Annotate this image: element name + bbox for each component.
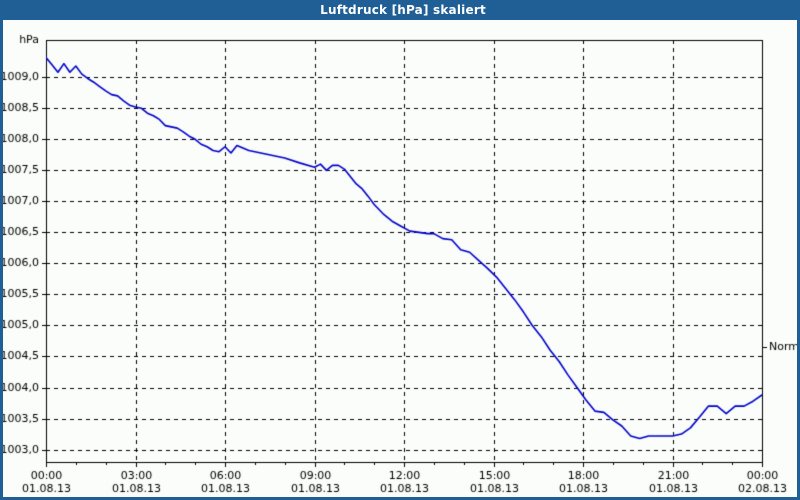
pressure-line-chart — [3, 20, 797, 497]
page-title: Luftdruck [hPa] skaliert — [320, 3, 486, 17]
window-title-bar: Luftdruck [hPa] skaliert — [3, 0, 797, 20]
